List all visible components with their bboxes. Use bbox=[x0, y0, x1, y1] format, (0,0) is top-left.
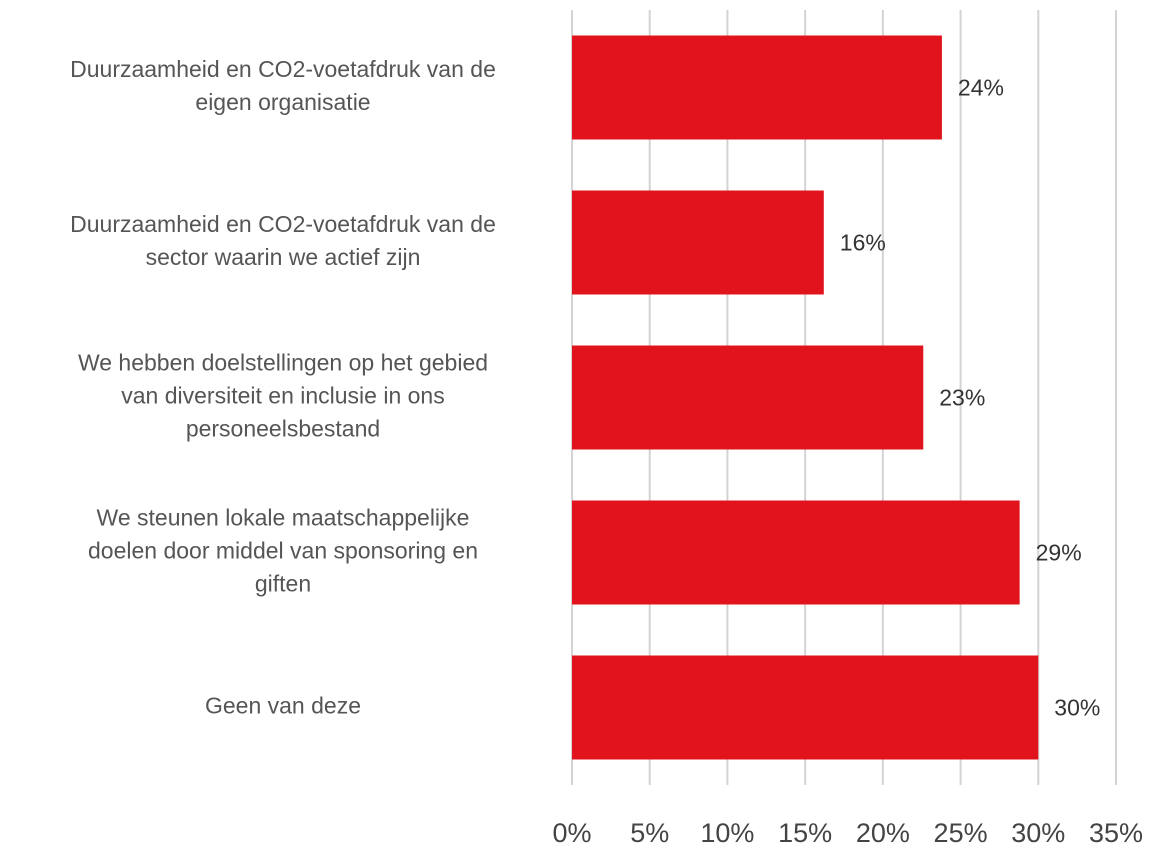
bar bbox=[572, 655, 1039, 760]
category-label: Geen van deze bbox=[205, 693, 361, 719]
bar bbox=[572, 500, 1020, 605]
category-label: Duurzaamheid en CO2-voetafdruk van de eig… bbox=[70, 56, 496, 115]
x-tick-label: 20% bbox=[856, 818, 910, 848]
bar bbox=[572, 35, 942, 140]
value-label: 30% bbox=[1054, 695, 1100, 721]
x-tick-label: 0% bbox=[552, 818, 591, 848]
value-label: 23% bbox=[939, 385, 985, 411]
x-tick-label: 30% bbox=[1011, 818, 1065, 848]
bar bbox=[572, 345, 924, 450]
value-label: 24% bbox=[958, 75, 1004, 101]
bar bbox=[572, 190, 824, 295]
category-label: We steunen lokale maatschappelijke doelen… bbox=[88, 505, 478, 597]
x-tick-label: 10% bbox=[700, 818, 754, 848]
x-tick-label: 5% bbox=[630, 818, 669, 848]
value-label: 29% bbox=[1036, 540, 1082, 566]
x-tick-label: 25% bbox=[934, 818, 988, 848]
x-tick-label: 15% bbox=[778, 818, 832, 848]
category-label: Duurzaamheid en CO2-voetafdruk van de sec… bbox=[70, 211, 496, 270]
value-label: 16% bbox=[840, 230, 886, 256]
x-tick-label: 35% bbox=[1089, 818, 1143, 848]
category-label: We hebben doelstellingen op het gebied va… bbox=[78, 350, 488, 442]
